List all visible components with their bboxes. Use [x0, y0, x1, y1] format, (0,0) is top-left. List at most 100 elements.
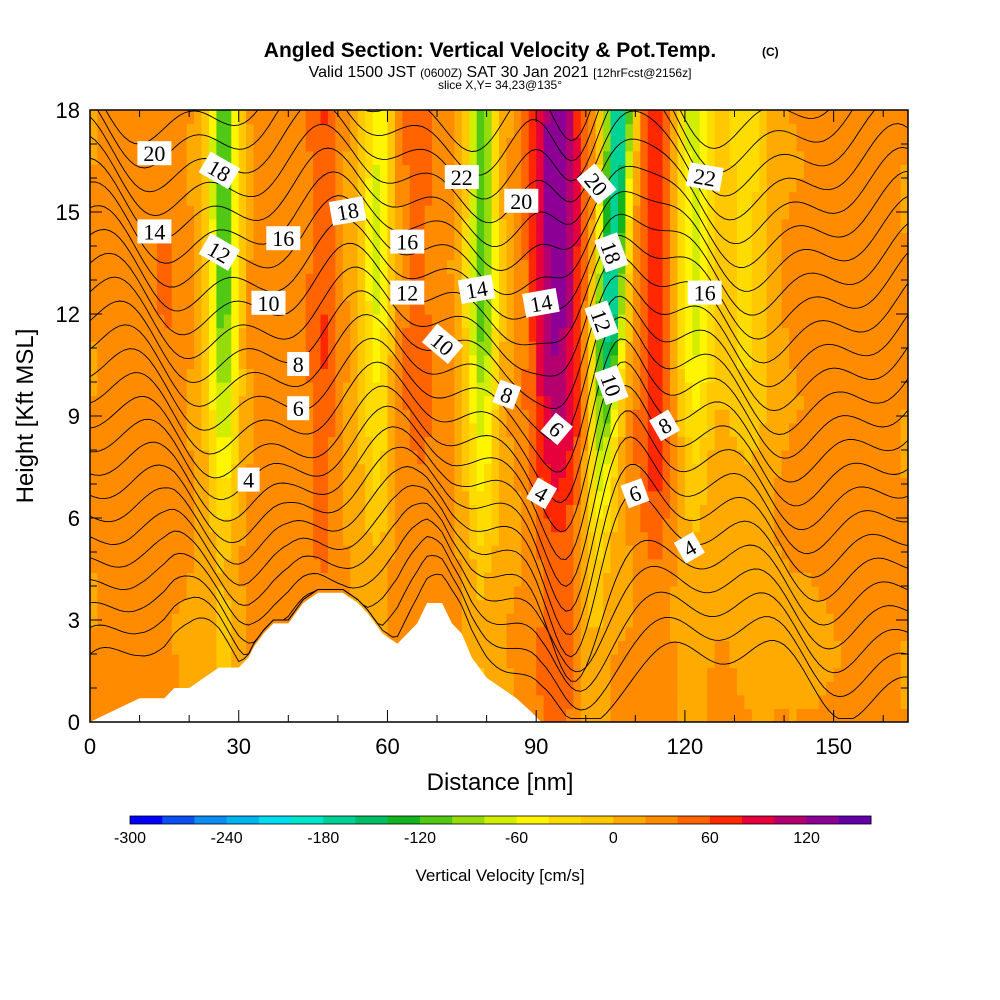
colorbar: -300 -240 -180 -120 -60 0 60 120: [114, 815, 872, 847]
y-tick-label: 12: [56, 302, 80, 327]
isentrope-label: 18: [328, 196, 367, 226]
chart-title: Angled Section: Vertical Velocity & Pot.…: [264, 39, 716, 62]
colorbar-swatch: [581, 816, 614, 824]
y-tick-label: 3: [68, 608, 80, 633]
colorbar-swatch: [774, 816, 808, 824]
isentrope-label: 22: [444, 165, 479, 190]
colorbar-swatch: [291, 816, 324, 824]
colorbar-swatch: [323, 816, 357, 824]
isentrope-line: [90, 138, 908, 248]
isentrope-label: 4: [526, 477, 558, 510]
colorbar-swatch: [613, 816, 646, 824]
colorbar-swatch: [226, 816, 260, 824]
forecast-info: [12hrFcst@2156z]: [593, 66, 691, 80]
isentrope-label: 12: [390, 280, 425, 306]
isentrope-label: 16: [266, 226, 301, 251]
isentrope-label: 10: [251, 290, 286, 316]
colorbar-swatch: [838, 816, 872, 824]
colorbar-swatch: [484, 816, 518, 824]
isentrope-label: 8: [649, 409, 681, 442]
colorbar-swatch: [709, 816, 743, 824]
colorbar-label: Vertical Velocity [cm/s]: [415, 866, 584, 885]
isentrope-label: 20: [504, 188, 539, 214]
isentrope-line: [90, 410, 908, 587]
colorbar-swatch: [162, 816, 195, 824]
isentrope-line: [90, 361, 908, 533]
colorbar-tick-label: -240: [211, 830, 243, 847]
colorbar-swatch: [548, 816, 582, 824]
colorbar-swatch: [419, 816, 453, 824]
y-tick-label: 9: [68, 404, 80, 429]
isentrope-label: 22: [686, 162, 724, 192]
colorbar-swatch: [355, 816, 389, 824]
colorbar-tick-label: 0: [609, 830, 618, 847]
isentrope-label: 6: [287, 396, 310, 421]
vertical-velocity-field: [90, 110, 908, 722]
isentrope-line: [90, 275, 908, 410]
x-tick-label: 90: [524, 734, 548, 759]
y-tick-label: 6: [68, 506, 80, 531]
colorbar-tick-label: -120: [404, 830, 436, 847]
isentrope-line: [90, 338, 908, 504]
axes: 0 30 60 90 120 150 0 3 6 9 12 15 18: [56, 98, 908, 759]
colorbar-tick-label: 120: [793, 830, 820, 847]
terrain-shape: [90, 592, 908, 722]
x-tick-label: 120: [667, 734, 704, 759]
valid-utc: (0600Z): [420, 66, 462, 80]
isentrope-line: [90, 502, 908, 682]
x-tick-label: 150: [815, 734, 852, 759]
isentrope-line: [90, 234, 908, 346]
isentrope-line: [90, 165, 908, 272]
isentrope-label: 14: [137, 219, 172, 244]
isentrope-line: [90, 536, 908, 692]
isentrope-line: [90, 436, 908, 612]
isentrope-label: 8: [492, 379, 522, 410]
colorbar-tick-label: -300: [114, 830, 146, 847]
colorbar-tick-label: -60: [505, 830, 528, 847]
colorbar-swatch: [194, 816, 228, 824]
isentrope-label: 8: [287, 352, 310, 377]
colorbar-swatch: [516, 816, 550, 824]
valid-prefix: Valid 1500 JST: [309, 64, 417, 81]
colorbar-frame: [129, 815, 872, 825]
slice-info: slice X,Y= 34,23@135°: [438, 78, 562, 92]
colorbar-swatch: [645, 816, 679, 824]
isentrope-line: [90, 463, 908, 635]
isentrope-line: [90, 485, 908, 658]
isentrope-line: [90, 518, 908, 673]
isentrope-label: 14: [522, 288, 560, 318]
valid-date: SAT 30 Jan 2021: [467, 64, 589, 81]
isentrope-line: [96, 110, 853, 176]
colorbar-swatch: [387, 816, 421, 824]
isentrope-line: [90, 385, 908, 560]
isentrope-line: [90, 554, 908, 711]
isentrope-line: [90, 213, 908, 320]
y-tick-label: 0: [68, 710, 80, 735]
colorbar-tick-label: 60: [701, 830, 719, 847]
isentrope-label: 12: [584, 300, 619, 341]
isentrope-line: [105, 110, 830, 152]
chart-title-mark: (C): [762, 45, 779, 59]
isentrope-label: 4: [237, 467, 260, 493]
x-tick-label: 0: [84, 734, 96, 759]
isentrope-label: 18: [594, 232, 629, 273]
isentrope-line: [90, 573, 908, 720]
isentrope-label: 4: [673, 531, 705, 564]
isentrope-label: 20: [137, 141, 172, 166]
y-tick-label: 18: [56, 98, 80, 123]
colorbar-swatch: [130, 816, 163, 824]
colorbar-swatch: [258, 816, 292, 824]
chart-subtitle: Valid 1500 JST (0600Z) SAT 30 Jan 2021 […: [309, 64, 692, 81]
colorbar-swatch: [677, 816, 711, 824]
colorbar-swatch: [806, 816, 840, 824]
x-tick-label: 30: [226, 734, 250, 759]
isentrope-line: [90, 295, 908, 442]
isentrope-label: 14: [457, 274, 496, 304]
isentrope-label: 6: [620, 478, 650, 509]
isentrope-line: [90, 255, 908, 377]
x-axis-label: Distance [nm]: [427, 769, 574, 796]
terrain-cutout: [90, 592, 908, 722]
isentrope-label: 16: [687, 280, 722, 306]
